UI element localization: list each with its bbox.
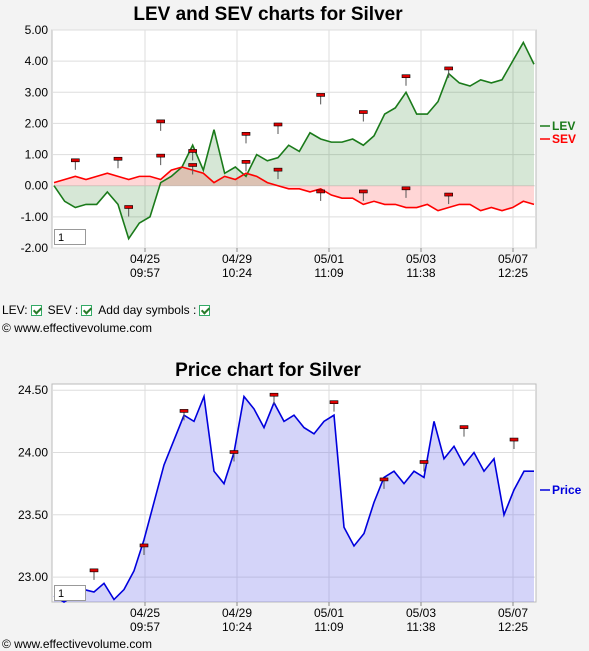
- x-tick-time: 11:09: [314, 620, 343, 634]
- lev-sev-chart: LEV and SEV charts for Silver 5.00 4.00 3.…: [21, 4, 576, 280]
- day-marker: [401, 186, 411, 191]
- day-marker: [241, 132, 251, 136]
- day-symbols-label: Add day symbols :: [98, 303, 197, 317]
- series-line-price: [53, 393, 534, 603]
- day-marker: [188, 149, 197, 153]
- x-tick-date: 05/01: [314, 606, 344, 620]
- x-tick-time: 09:57: [130, 620, 160, 634]
- x-tick-time: 09:57: [130, 266, 160, 280]
- bottom-chart-title: Price chart for Silver: [175, 360, 361, 381]
- day-marker: [419, 460, 429, 464]
- y-tick-label: 24.50: [18, 383, 48, 397]
- sev-toggle-label: SEV :: [47, 303, 79, 317]
- x-tick-time: 11:09: [314, 266, 343, 280]
- x-tick-date: 05/01: [314, 252, 344, 266]
- day-marker: [156, 119, 165, 124]
- day-marker: [444, 192, 453, 197]
- day-marker: [229, 450, 239, 454]
- lev-checkbox[interactable]: [30, 304, 42, 316]
- x-tick-date: 05/03: [406, 252, 436, 266]
- day-marker: [71, 158, 80, 163]
- y-tick-label: -2.00: [21, 241, 49, 255]
- x-tick-date: 04/25: [130, 606, 160, 620]
- x-tick-date: 04/25: [130, 252, 160, 266]
- top-zoom-input[interactable]: 1: [54, 229, 86, 245]
- legend-label-lev: LEV: [552, 119, 575, 133]
- day-marker: [379, 477, 389, 482]
- legend-label-sev: SEV: [552, 132, 576, 146]
- y-tick-label: -1.00: [21, 210, 49, 224]
- day-marker: [316, 189, 325, 194]
- y-tick-label: 5.00: [25, 23, 49, 37]
- bottom-zoom-input[interactable]: 1: [54, 585, 86, 601]
- y-tick-label: 3.00: [25, 85, 49, 99]
- day-marker: [401, 74, 411, 79]
- series-line-lev: [53, 40, 535, 241]
- x-tick-time: 11:38: [406, 266, 435, 280]
- day-marker: [359, 110, 368, 114]
- day-marker: [329, 400, 339, 404]
- day-marker: [269, 392, 279, 397]
- plot-area: [51, 383, 537, 603]
- day-symbols-checkbox[interactable]: [199, 304, 211, 316]
- legend-label-price: Price: [552, 483, 582, 497]
- day-marker: [241, 160, 251, 164]
- day-marker: [359, 189, 368, 194]
- copyright-link-top[interactable]: © www.effectivevolume.com: [2, 321, 153, 335]
- y-tick-label: 2.00: [25, 116, 49, 130]
- day-marker: [113, 156, 123, 161]
- series-area-lev: [54, 42, 534, 239]
- sev-checkbox[interactable]: [81, 304, 93, 316]
- x-tick-time: 10:24: [222, 266, 252, 280]
- plot-area: [51, 29, 537, 249]
- x-tick-time: 11:38: [406, 620, 435, 634]
- x-tick-time: 12:25: [498, 266, 528, 280]
- day-marker: [124, 205, 133, 209]
- day-marker: [89, 568, 99, 573]
- x-tick-date: 04/29: [222, 606, 252, 620]
- day-marker: [156, 153, 165, 158]
- x-tick-date: 05/07: [498, 252, 528, 266]
- x-tick-date: 04/29: [222, 252, 252, 266]
- day-marker: [509, 437, 519, 442]
- day-marker: [444, 66, 453, 71]
- x-tick-time: 10:24: [222, 620, 252, 634]
- day-marker: [273, 122, 283, 127]
- day-marker: [188, 163, 197, 167]
- x-tick-date: 05/07: [498, 606, 528, 620]
- y-tick-label: 23.50: [18, 508, 48, 522]
- price-chart: Price chart for Silver 24.50 24.00 23.50 23…: [18, 360, 582, 634]
- day-marker: [179, 409, 189, 413]
- x-tick-date: 05/03: [406, 606, 436, 620]
- y-tick-label: 24.00: [18, 446, 48, 460]
- y-tick-label: 23.00: [18, 570, 48, 584]
- day-marker: [273, 167, 283, 172]
- y-tick-label: 4.00: [25, 54, 49, 68]
- chart-controls: LEV: SEV : Add day symbols :: [2, 303, 213, 317]
- day-marker: [459, 425, 469, 429]
- y-tick-label: 0.00: [25, 179, 49, 193]
- lev-toggle-label: LEV:: [2, 303, 28, 317]
- day-marker: [316, 93, 325, 97]
- y-tick-label: 1.00: [25, 148, 49, 162]
- series-area-price: [54, 396, 534, 602]
- x-tick-time: 12:25: [498, 620, 528, 634]
- series-line-sev: [53, 166, 535, 212]
- top-chart-title: LEV and SEV charts for Silver: [133, 4, 403, 25]
- copyright-link-bottom[interactable]: © www.effectivevolume.com: [2, 637, 153, 651]
- day-marker: [139, 543, 149, 548]
